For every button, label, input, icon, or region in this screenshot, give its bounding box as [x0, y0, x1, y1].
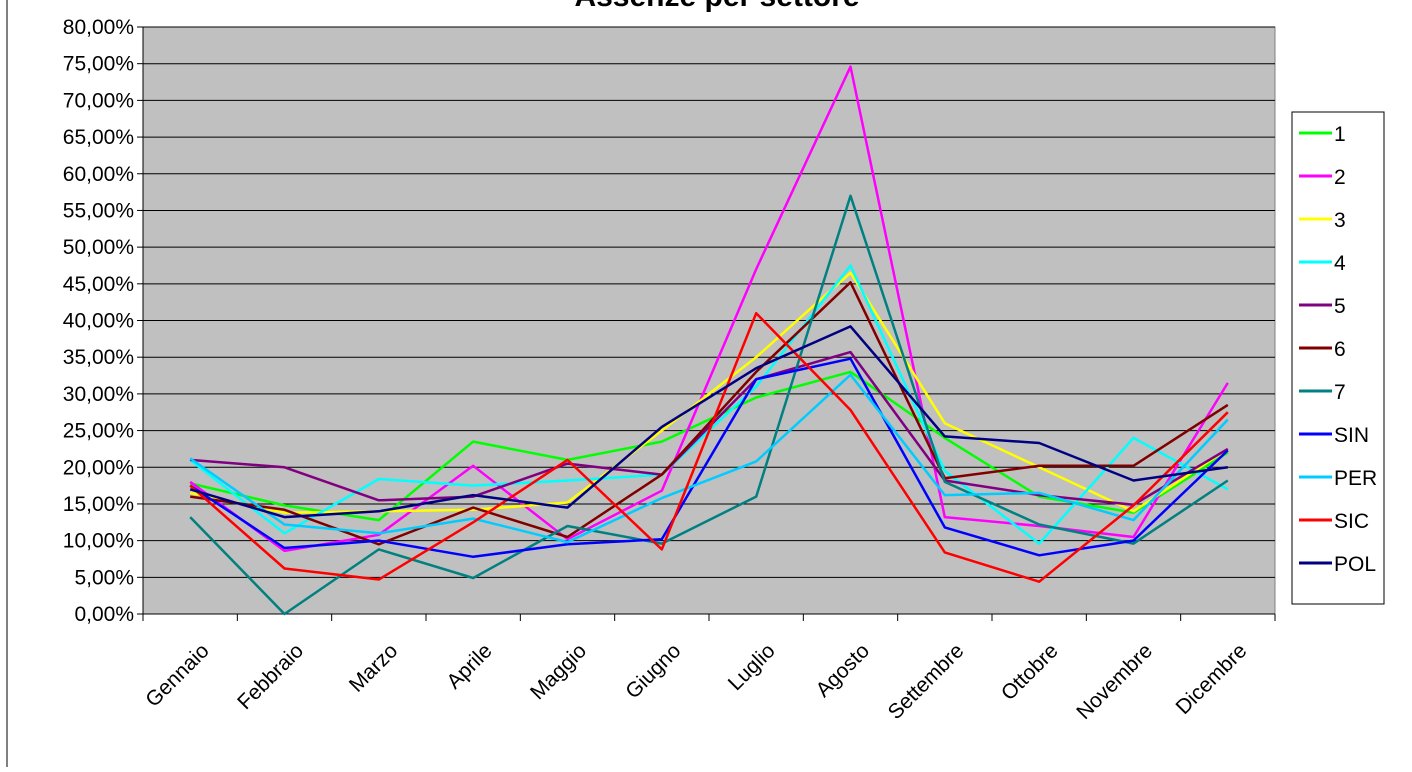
legend-box	[1291, 111, 1385, 605]
legend-label: 2	[1334, 166, 1346, 189]
y-tick-label: 65,00%	[63, 126, 134, 149]
legend-label: 1	[1334, 123, 1346, 146]
series-line-per	[189, 373, 1229, 544]
series-line-sic	[189, 311, 1229, 583]
y-tick-label: 70,00%	[63, 89, 134, 112]
legend-label: SIC	[1334, 510, 1369, 533]
chart-title: Assenze per settore	[574, 0, 859, 13]
series-line-7	[189, 194, 1229, 616]
y-tick-label: 45,00%	[63, 273, 134, 296]
y-tick-label: 35,00%	[63, 346, 134, 369]
legend-label: SIN	[1334, 424, 1369, 447]
legend-label: 7	[1334, 381, 1346, 404]
y-tick-label: 20,00%	[63, 456, 134, 479]
y-tick-label: 10,00%	[63, 530, 134, 553]
y-tick-label: 30,00%	[63, 383, 134, 406]
series-line-pol	[189, 325, 1228, 519]
legend-label: PER	[1334, 467, 1377, 490]
y-tick-label: 40,00%	[63, 310, 134, 333]
legend-label: 4	[1334, 252, 1346, 275]
legend-label: POL	[1334, 553, 1376, 576]
legend-label: 3	[1334, 209, 1346, 232]
series-line-sin	[189, 357, 1229, 559]
y-tick-label: 15,00%	[63, 493, 134, 516]
series-line-6	[190, 281, 1229, 546]
y-tick-label: 55,00%	[63, 199, 134, 222]
y-tick-label: 5,00%	[74, 566, 134, 589]
legend-label: 5	[1334, 295, 1346, 318]
legend-label: 6	[1334, 338, 1346, 361]
y-tick-label: 50,00%	[63, 236, 134, 259]
y-tick-label: 25,00%	[63, 420, 134, 443]
y-tick-label: 0,00%	[74, 603, 134, 626]
y-tick-label: 80,00%	[63, 16, 134, 39]
y-tick-label: 75,00%	[63, 53, 134, 76]
series-lines	[189, 65, 1229, 616]
y-tick-label: 60,00%	[63, 163, 134, 186]
legend: 1 2 3 4 5 6 7 SIN PER SIC POL	[1291, 111, 1385, 605]
series-line-1	[189, 370, 1229, 522]
